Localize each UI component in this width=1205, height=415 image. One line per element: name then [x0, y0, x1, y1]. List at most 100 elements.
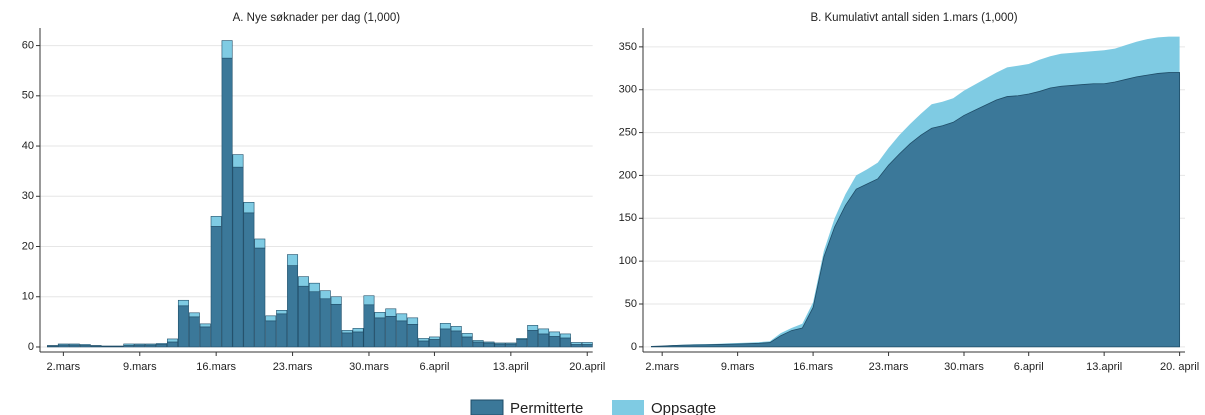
bar [472, 340, 484, 343]
bar [396, 313, 408, 322]
x-tick-label: 2.mars [645, 361, 679, 373]
bar [123, 343, 135, 346]
y-tick-label: 0 [631, 341, 637, 353]
y-tick-label: 30 [22, 190, 34, 202]
bar [559, 333, 571, 339]
chart-title: B. Kumulativt antall siden 1.mars (1,000… [810, 12, 1017, 24]
bar [581, 342, 593, 345]
legend-swatch [470, 399, 504, 415]
bar [221, 57, 233, 348]
bar [559, 337, 571, 348]
bar [57, 344, 69, 348]
x-tick-label: 30.mars [349, 361, 389, 373]
bar [276, 313, 288, 348]
bar [538, 328, 550, 335]
bar [549, 336, 560, 348]
y-tick-label: 50 [625, 298, 637, 310]
bar [450, 326, 462, 332]
bar [308, 291, 320, 348]
bar [330, 296, 342, 305]
bar [177, 299, 189, 307]
bar [385, 308, 397, 317]
bar [341, 330, 353, 334]
bar [243, 212, 255, 348]
bar [483, 342, 495, 348]
bar [298, 276, 309, 287]
area [651, 36, 1180, 347]
bar [188, 312, 200, 318]
bar [199, 323, 211, 328]
bar [483, 341, 495, 344]
legend-swatch [612, 400, 644, 415]
bar [101, 345, 113, 347]
bar [112, 345, 124, 347]
y-tick-label: 50 [22, 90, 34, 102]
bar [134, 344, 146, 348]
bar [374, 317, 386, 348]
x-tick-label: 23.mars [273, 361, 313, 373]
bar [538, 333, 550, 348]
bar [570, 342, 582, 345]
bar [439, 323, 451, 330]
x-tick-label: 6.april [1014, 361, 1044, 373]
bar [396, 320, 408, 348]
bar [505, 342, 517, 345]
bar [494, 342, 506, 345]
bar [407, 317, 419, 325]
bar [156, 343, 168, 345]
bar [527, 325, 539, 331]
y-tick-label: 350 [619, 41, 637, 53]
bar [46, 345, 58, 347]
x-tick-label: 9.mars [123, 361, 157, 373]
bar [221, 40, 233, 59]
legend-label: Permitterte [510, 400, 583, 415]
x-tick-label: 13.april [493, 361, 529, 373]
bar [418, 338, 429, 342]
bar [287, 254, 299, 266]
bar [134, 343, 146, 346]
bar [461, 333, 473, 338]
bar [363, 295, 375, 306]
bar [298, 285, 309, 348]
bar [232, 154, 244, 168]
bar [505, 343, 517, 348]
y-tick-label: 0 [28, 341, 34, 353]
bar [57, 343, 69, 346]
bar [145, 343, 157, 346]
bar [494, 343, 506, 348]
bar [330, 303, 342, 348]
bar [68, 344, 80, 348]
x-tick-label: 9.mars [721, 361, 755, 373]
bar [156, 344, 168, 348]
bar [461, 336, 473, 348]
bar [472, 341, 484, 348]
bar [418, 340, 429, 348]
y-tick-label: 60 [22, 39, 34, 51]
bar [581, 344, 593, 348]
bar [549, 331, 560, 337]
bar [407, 324, 419, 348]
bar [167, 338, 178, 343]
bar [527, 330, 539, 348]
bar [352, 328, 364, 333]
bar [188, 316, 200, 348]
bar [254, 238, 266, 249]
bar [145, 344, 157, 348]
bar [450, 330, 462, 348]
bar [276, 310, 288, 315]
bar [352, 331, 364, 348]
y-tick-label: 150 [619, 212, 637, 224]
bar [232, 166, 244, 348]
bar [363, 304, 375, 348]
y-tick-label: 300 [619, 84, 637, 96]
bar [319, 290, 331, 300]
x-tick-label: 20.april [569, 361, 605, 373]
x-tick-label: 23.mars [869, 361, 909, 373]
bar [210, 226, 222, 348]
y-tick-label: 20 [22, 240, 34, 252]
bar [90, 345, 102, 347]
bar [265, 315, 277, 322]
bar [287, 265, 299, 348]
bar [68, 343, 80, 346]
